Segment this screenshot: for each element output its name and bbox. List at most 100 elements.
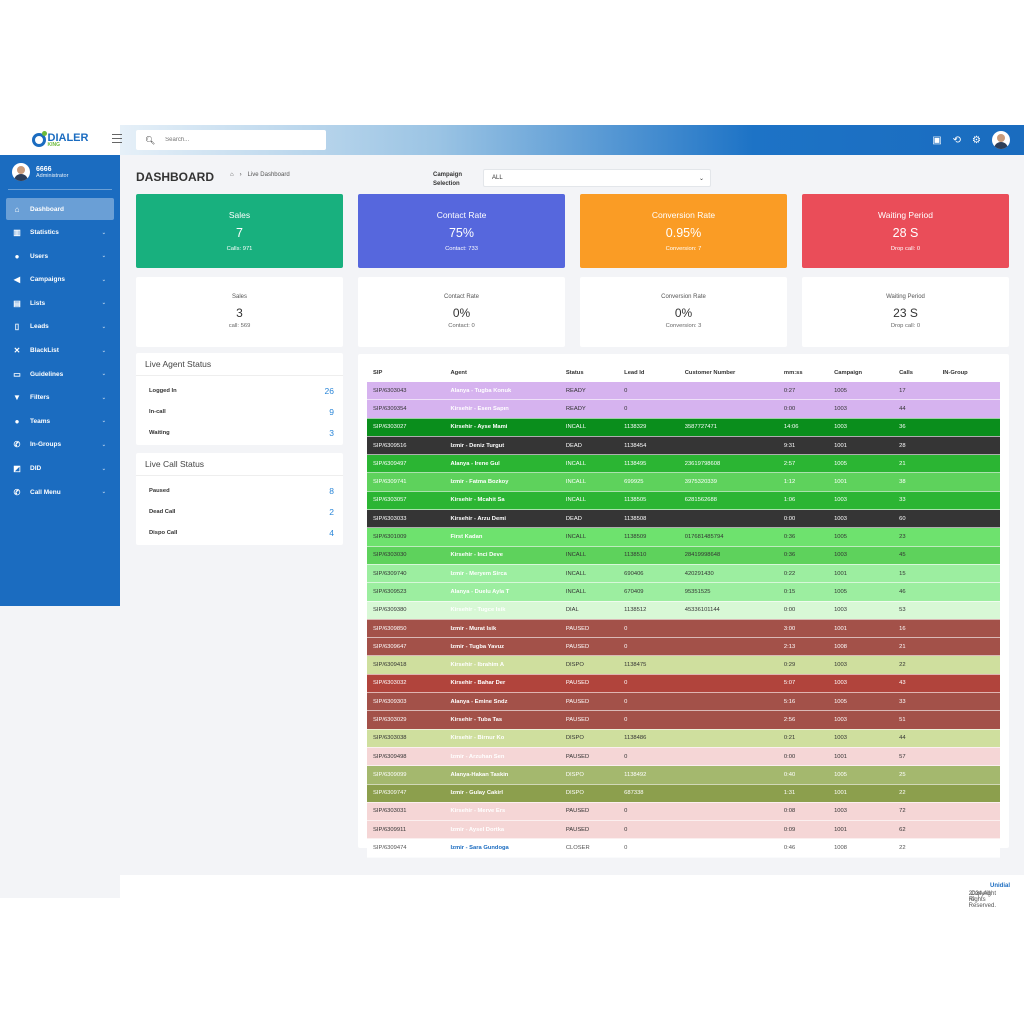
table-row[interactable]: SIP/6301009 First Kadan INCALL 1138509 01768…: [367, 527, 1000, 547]
footer-brand-link[interactable]: Unidial: [989, 883, 1010, 889]
cell-agent[interactable]: Izmir - Gulay Cakirl: [444, 784, 560, 803]
status-count[interactable]: 8: [329, 485, 334, 496]
table-row[interactable]: SIP/6309850 Izmir - Murat Isik PAUSED 0 3:00…: [367, 619, 1000, 639]
column-header[interactable]: Campaign: [834, 369, 863, 376]
sidebar-item-call-menu[interactable]: ✆ Call Menu ⌄: [6, 481, 114, 503]
brand-logo[interactable]: DIALER KING: [31, 131, 88, 148]
status-count[interactable]: 2: [329, 506, 334, 517]
cell-agent[interactable]: Alanya - Tugba Konuk: [444, 382, 560, 401]
settings-icon[interactable]: ⚙: [972, 134, 981, 146]
table-row[interactable]: SIP/6309516 Izmir - Deniz Turgut DEAD 11384…: [367, 436, 1000, 456]
table-row[interactable]: SIP/6303057 Kirsehir - Mcahit Sa INCALL 113…: [367, 491, 1000, 511]
table-row[interactable]: SIP/6303038 Kirsehir - Birnur Ko DISPO 1138…: [367, 729, 1000, 748]
cell-agent[interactable]: Kirsehir - Tuba Tas: [444, 710, 560, 730]
sidebar-item-filters[interactable]: ▼ Filters ⌄: [6, 387, 114, 409]
sidebar-user[interactable]: 6666 Administrator: [8, 155, 112, 190]
cell-agent[interactable]: Izmir - Aysel Dortka: [444, 820, 560, 840]
status-count[interactable]: 4: [329, 527, 334, 538]
table-row[interactable]: SIP/6309418 Kirsehir - Ibrahim A DISPO 1138…: [367, 655, 1000, 675]
cell-agent[interactable]: Kirsehir - Mcahit Sa: [444, 491, 560, 511]
language-icon[interactable]: ▣: [932, 134, 942, 146]
column-header[interactable]: mm:ss: [783, 369, 803, 376]
home-icon[interactable]: ⌂: [230, 172, 234, 178]
cell-agent[interactable]: Kirsehir - Arzu Demi: [444, 509, 560, 529]
sidebar-item-campaigns[interactable]: ◀ Campaigns ⌄: [6, 269, 114, 291]
table-row[interactable]: SIP/6309911 Izmir - Aysel Dortka PAUSED 0 0:…: [367, 820, 1000, 840]
table-row[interactable]: SIP/6309498 Izmir - Arzuhan Sen PAUSED 0 0:0…: [367, 747, 1000, 767]
search-input[interactable]: [163, 136, 318, 144]
table-row[interactable]: SIP/6309303 Alanya - Emine Sndz PAUSED 0 5:1…: [367, 692, 1000, 712]
sidebar-item-dashboard[interactable]: ⌂ Dashboard: [6, 198, 114, 220]
cell-agent[interactable]: Alanya - Irene Gul: [444, 454, 560, 474]
sidebar-item-teams[interactable]: ● Teams ⌄: [6, 410, 114, 432]
cell-agent[interactable]: Kirsehir - Ibrahim A: [444, 655, 560, 675]
cell-mm-ss: 0:00: [777, 747, 829, 767]
campaign-select[interactable]: ALL ⌄: [483, 169, 711, 187]
cell-agent[interactable]: Izmir - Tugba Yavuz: [444, 637, 560, 657]
cell-agent[interactable]: Kirsehir - Ayse Mami: [444, 418, 560, 437]
column-header[interactable]: IN-Group: [942, 369, 968, 376]
table-row[interactable]: SIP/6303027 Kirsehir - Ayse Mami INCALL 113…: [367, 418, 1000, 437]
cell-agent[interactable]: Izmir - Sara Gundoga: [444, 838, 560, 858]
table-row[interactable]: SIP/6303031 Kirsehir - Merve Ers PAUSED 0 0:…: [367, 802, 1000, 822]
table-row[interactable]: SIP/6309741 Izmir - Fatma Bozkoy INCALL 699…: [367, 472, 1000, 492]
column-header[interactable]: Lead Id: [624, 369, 645, 376]
table-row[interactable]: SIP/6309354 Kirsehir - Esen Sapın READY 0 0:…: [367, 399, 1000, 419]
sidebar-item-statistics[interactable]: ▥ Statistics ⌄: [6, 222, 114, 244]
sidebar-item-leads[interactable]: ▯ Leads ⌄: [6, 316, 114, 338]
cell-agent[interactable]: First Kadan: [444, 527, 560, 547]
table-row[interactable]: SIP/6309474 Izmir - Sara Gundoga CLOSER 0 0:…: [367, 838, 1000, 858]
cell-agent[interactable]: Kirsehir - Inci Deve: [444, 546, 560, 565]
avatar[interactable]: [992, 131, 1010, 149]
cell-agent[interactable]: Kirsehir - Merve Ers: [444, 802, 560, 822]
status-count[interactable]: 9: [329, 406, 334, 417]
cell-sip: SIP/6309497: [367, 454, 445, 474]
cell-customer-number: [678, 802, 778, 822]
status-count[interactable]: 3: [329, 427, 334, 438]
cell-agent[interactable]: Kirsehir - Birnur Ko: [444, 729, 560, 748]
cell-agent[interactable]: Kirsehir - Tugce Isik: [444, 601, 560, 620]
cell-agent[interactable]: Izmir - Murat Isik: [444, 619, 560, 639]
cell-customer-number: [678, 784, 778, 803]
column-header[interactable]: SIP: [373, 369, 383, 376]
cell-agent[interactable]: Kirsehir - Bahar Der: [444, 674, 560, 694]
table-row[interactable]: SIP/6309380 Kirsehir - Tugce Isik DIAL 1138…: [367, 601, 1000, 620]
table-row[interactable]: SIP/6303043 Alanya - Tugba Konuk READY 0 0:2…: [367, 382, 1000, 401]
table-row[interactable]: SIP/6309740 Izmir - Meryem Sirca INCALL 690…: [367, 564, 1000, 584]
menu-toggle-icon[interactable]: [112, 134, 122, 143]
cell-in-group: [936, 692, 1000, 712]
cell-agent[interactable]: Izmir - Deniz Turgut: [444, 436, 560, 456]
table-row[interactable]: SIP/6303033 Kirsehir - Arzu Demi DEAD 11385…: [367, 509, 1000, 529]
table-row[interactable]: SIP/6303030 Kirsehir - Inci Deve INCALL 113…: [367, 546, 1000, 565]
sidebar-item-blacklist[interactable]: ✕ BlackList ⌄: [6, 340, 114, 362]
cell-agent[interactable]: Izmir - Meryem Sirca: [444, 564, 560, 584]
column-header[interactable]: Agent: [450, 369, 467, 376]
table-row[interactable]: SIP/6309099 Alanya-Hakan Taskin DISPO 11384…: [367, 765, 1000, 785]
sidebar-item-did[interactable]: ◩ DID ⌄: [6, 458, 114, 480]
cell-agent[interactable]: Izmir - Arzuhan Sen: [444, 747, 560, 767]
table-header-row: SIP Agent Status Lead Id Customer Number mm:s…: [367, 363, 1000, 382]
cell-agent[interactable]: Izmir - Fatma Bozkoy: [444, 472, 560, 492]
table-row[interactable]: SIP/6309523 Alanya - Duelu Ayla T INCALL 67…: [367, 582, 1000, 602]
cell-agent[interactable]: Kirsehir - Esen Sapın: [444, 399, 560, 419]
cell-agent[interactable]: Alanya - Emine Sndz: [444, 692, 560, 712]
stat-card-value: 75%: [448, 226, 475, 240]
history-icon[interactable]: ⟲: [952, 134, 962, 146]
table-row[interactable]: SIP/6303032 Kirsehir - Bahar Der PAUSED 0 5:…: [367, 674, 1000, 694]
cell-agent[interactable]: Alanya - Duelu Ayla T: [444, 582, 560, 602]
sidebar-item-guidelines[interactable]: ▭ Guidelines ⌄: [6, 363, 114, 385]
cell-agent[interactable]: Alanya-Hakan Taskin: [444, 765, 560, 785]
sidebar-item-lists[interactable]: ▤ Lists ⌄: [6, 292, 114, 314]
sidebar-item-users[interactable]: ● Users ⌄: [6, 245, 114, 267]
status-count[interactable]: 26: [324, 385, 334, 396]
table-row[interactable]: SIP/6309747 Izmir - Gulay Cakirl DISPO 6873…: [367, 784, 1000, 803]
sidebar-item-in-groups[interactable]: ✆ In-Groups ⌄: [6, 434, 114, 456]
column-header[interactable]: Customer Number: [684, 369, 736, 376]
cell-customer-number: [678, 747, 778, 767]
table-row[interactable]: SIP/6303029 Kirsehir - Tuba Tas PAUSED 0 2:5…: [367, 710, 1000, 730]
table-row[interactable]: SIP/6309497 Alanya - Irene Gul INCALL 11384…: [367, 454, 1000, 474]
chevron-down-icon: ⌄: [101, 394, 106, 401]
column-header[interactable]: Calls: [899, 369, 913, 376]
column-header[interactable]: Status: [565, 369, 584, 376]
table-row[interactable]: SIP/6309647 Izmir - Tugba Yavuz PAUSED 0 2:1…: [367, 637, 1000, 657]
